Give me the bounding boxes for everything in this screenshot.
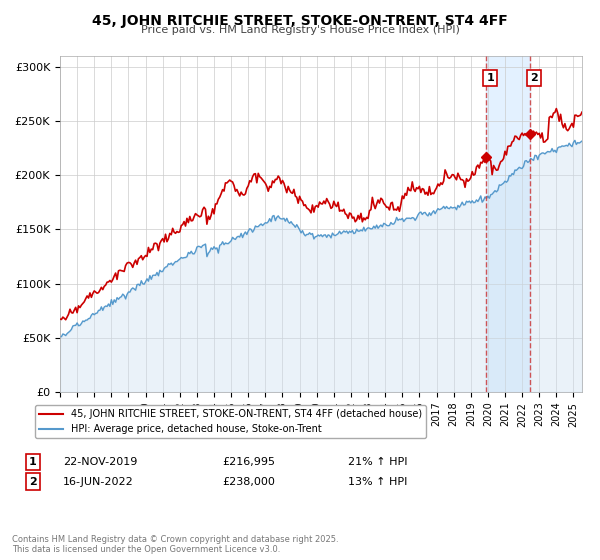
Text: 45, JOHN RITCHIE STREET, STOKE-ON-TRENT, ST4 4FF: 45, JOHN RITCHIE STREET, STOKE-ON-TRENT,… [92, 14, 508, 28]
Text: Contains HM Land Registry data © Crown copyright and database right 2025.
This d: Contains HM Land Registry data © Crown c… [12, 535, 338, 554]
Text: 1: 1 [487, 73, 494, 83]
Text: 22-NOV-2019: 22-NOV-2019 [63, 457, 137, 467]
Legend: 45, JOHN RITCHIE STREET, STOKE-ON-TRENT, ST4 4FF (detached house), HPI: Average : 45, JOHN RITCHIE STREET, STOKE-ON-TRENT,… [35, 405, 426, 438]
Text: £238,000: £238,000 [222, 477, 275, 487]
Text: 1: 1 [29, 457, 37, 467]
Text: 2: 2 [530, 73, 538, 83]
Text: Price paid vs. HM Land Registry's House Price Index (HPI): Price paid vs. HM Land Registry's House … [140, 25, 460, 35]
Text: £216,995: £216,995 [222, 457, 275, 467]
Text: 2: 2 [29, 477, 37, 487]
Text: 21% ↑ HPI: 21% ↑ HPI [348, 457, 407, 467]
Text: 16-JUN-2022: 16-JUN-2022 [63, 477, 134, 487]
Text: 13% ↑ HPI: 13% ↑ HPI [348, 477, 407, 487]
Bar [486, 56, 530, 392]
